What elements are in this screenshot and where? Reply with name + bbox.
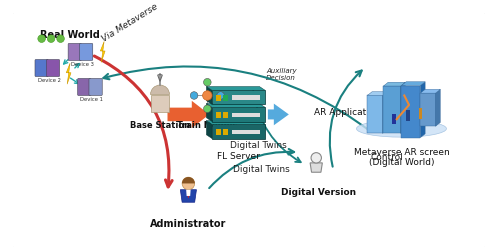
Polygon shape — [436, 89, 440, 126]
Text: Control: Control — [371, 153, 403, 163]
FancyBboxPatch shape — [46, 60, 60, 77]
Text: Real World: Real World — [40, 30, 100, 40]
Polygon shape — [206, 121, 212, 139]
Polygon shape — [206, 121, 265, 124]
Wedge shape — [150, 85, 169, 95]
Bar — [216, 112, 221, 118]
Bar — [216, 95, 221, 101]
FancyBboxPatch shape — [35, 60, 48, 77]
Bar — [383, 86, 400, 133]
Wedge shape — [182, 177, 195, 184]
Circle shape — [217, 92, 225, 99]
Polygon shape — [180, 190, 196, 202]
Text: Device 2: Device 2 — [38, 79, 61, 83]
Bar — [216, 129, 221, 135]
Text: Via Metaverse: Via Metaverse — [100, 2, 159, 43]
Bar — [212, 124, 265, 139]
Polygon shape — [206, 86, 265, 90]
Bar — [224, 112, 228, 118]
FancyBboxPatch shape — [68, 43, 81, 61]
Bar — [232, 96, 260, 100]
Polygon shape — [206, 86, 212, 104]
FancyBboxPatch shape — [89, 79, 102, 96]
Text: Auxiliary
Decision: Auxiliary Decision — [266, 68, 296, 81]
Polygon shape — [310, 163, 322, 172]
Text: Train Models: Train Models — [177, 121, 238, 130]
Polygon shape — [187, 190, 189, 199]
Polygon shape — [206, 103, 212, 122]
Bar — [368, 96, 382, 133]
Ellipse shape — [357, 120, 446, 137]
FancyBboxPatch shape — [80, 43, 93, 61]
Circle shape — [38, 35, 45, 42]
Bar — [401, 85, 420, 138]
Text: Device 1: Device 1 — [80, 97, 103, 103]
Text: Metaverse AR screen
(Digital World): Metaverse AR screen (Digital World) — [354, 147, 449, 167]
Text: Administrator: Administrator — [150, 219, 227, 228]
Polygon shape — [420, 82, 425, 138]
Bar — [420, 93, 436, 126]
Circle shape — [204, 105, 211, 113]
Polygon shape — [100, 41, 105, 62]
Bar — [392, 114, 396, 124]
Text: AR Applications: AR Applications — [314, 108, 385, 117]
Polygon shape — [382, 92, 387, 133]
Bar — [232, 130, 260, 134]
Polygon shape — [66, 63, 71, 84]
Polygon shape — [400, 82, 405, 133]
Polygon shape — [383, 82, 405, 86]
Text: Base Station: Base Station — [130, 121, 190, 130]
Bar — [150, 95, 169, 112]
Text: FL Server: FL Server — [217, 152, 260, 161]
Polygon shape — [368, 92, 387, 96]
Bar — [406, 110, 410, 121]
Polygon shape — [420, 89, 440, 93]
Text: Device 3: Device 3 — [71, 62, 94, 67]
Bar — [212, 107, 265, 122]
Circle shape — [203, 91, 212, 100]
FancyBboxPatch shape — [78, 79, 91, 96]
Circle shape — [57, 35, 64, 42]
Polygon shape — [206, 103, 265, 107]
Circle shape — [311, 153, 321, 163]
Circle shape — [182, 177, 195, 190]
Circle shape — [190, 92, 198, 99]
Bar — [224, 95, 228, 101]
Text: Digital Twins: Digital Twins — [234, 165, 290, 174]
Bar — [224, 129, 228, 135]
Circle shape — [204, 79, 211, 86]
Bar — [212, 90, 265, 104]
Text: Digital Twins: Digital Twins — [230, 141, 287, 150]
Bar — [418, 108, 422, 119]
Circle shape — [47, 35, 55, 42]
Bar — [232, 113, 260, 117]
Text: Digital Version: Digital Version — [280, 188, 356, 197]
Polygon shape — [401, 82, 425, 85]
Polygon shape — [186, 190, 191, 196]
